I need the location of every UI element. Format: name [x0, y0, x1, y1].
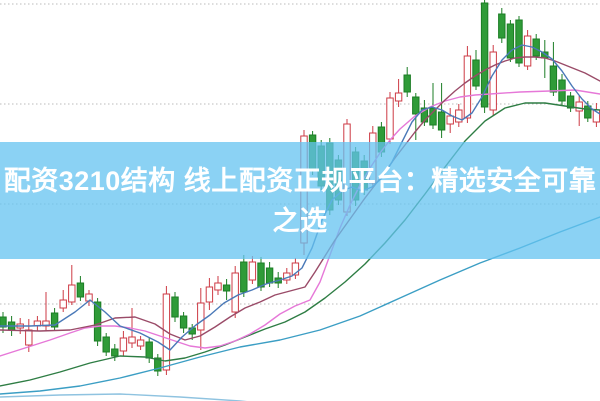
headline-line1: 配资3210结构 线上配资正规平台：精选安全可靠	[3, 165, 597, 196]
headline-line2: 之选	[272, 205, 328, 236]
headline-banner: 配资3210结构 线上配资正规平台：精选安全可靠 之选	[0, 142, 600, 259]
